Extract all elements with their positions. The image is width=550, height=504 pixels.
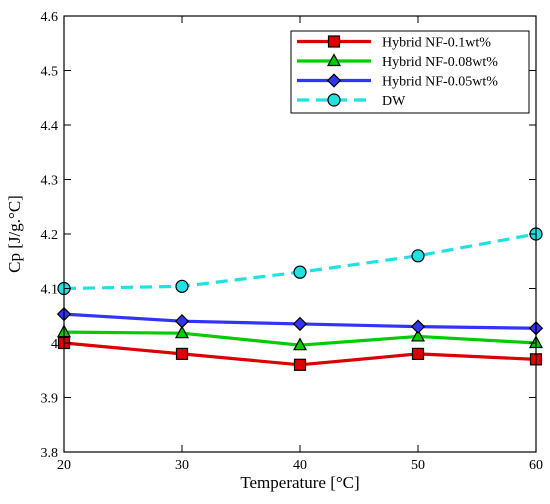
legend-label-3: Hybrid NF-0.05wt% (382, 75, 498, 90)
legend-marker-2 (326, 53, 342, 67)
data-point-s2-3 (292, 337, 308, 351)
data-point-s2-4 (410, 328, 426, 342)
y-tick-label-6: 4.3 (41, 174, 59, 189)
data-point-s1-2 (175, 347, 189, 360)
legend-marker-1 (327, 35, 341, 48)
labels-layer: 20 30 40 50 60 3.8 3.9 4 4.1 4.2 4.3 4.4 4.5 4.6 (41, 10, 544, 473)
legend-label-2: Hybrid NF-0.08wt% (382, 55, 498, 70)
data-point-s3-2 (174, 314, 190, 329)
legend-label-1: Hybrid NF-0.1wt% (382, 36, 491, 51)
data-point-s3-4 (410, 319, 426, 334)
x-tick-label-1: 20 (57, 458, 71, 473)
data-point-s1-4 (411, 347, 425, 360)
y-tick-label-5: 4.2 (41, 228, 59, 243)
x-tick-label-3: 40 (293, 458, 307, 473)
legend: Hybrid NF-0.1wt% Hybrid NF-0.08wt% Hybrid … (290, 30, 530, 114)
x-tick-label-5: 60 (529, 458, 543, 473)
y-tick-label-3: 4 (51, 337, 58, 352)
data-point-s2-2 (174, 325, 190, 339)
data-point-s1-3 (293, 358, 307, 371)
y-tick-label-9: 4.6 (41, 10, 59, 25)
series-line-4 (63, 232, 537, 291)
x-axis-title: Temperature [°C] (240, 473, 359, 492)
legend-marker-4 (327, 93, 341, 107)
axes-layer (63, 15, 537, 453)
y-tick-label-1: 3.8 (41, 446, 59, 461)
data-point-s4-3 (293, 265, 307, 279)
x-tick-label-2: 30 (175, 458, 189, 473)
data-point-s3-3 (292, 316, 308, 332)
y-axis-title: Cp [J/g.°C] (5, 195, 24, 273)
data-point-s4-2 (175, 279, 189, 293)
legend-label-4: DW (382, 94, 406, 109)
y-tick-label-8: 4.5 (41, 65, 59, 80)
y-tick-label-7: 4.4 (41, 119, 59, 134)
x-tick-label-4: 50 (411, 458, 425, 473)
y-tick-label-2: 3.9 (41, 392, 59, 407)
data-point-s4-4 (411, 249, 425, 263)
legend-marker-3 (326, 73, 342, 88)
series-layer (56, 227, 544, 371)
y-tick-label-4: 4.1 (41, 283, 59, 298)
